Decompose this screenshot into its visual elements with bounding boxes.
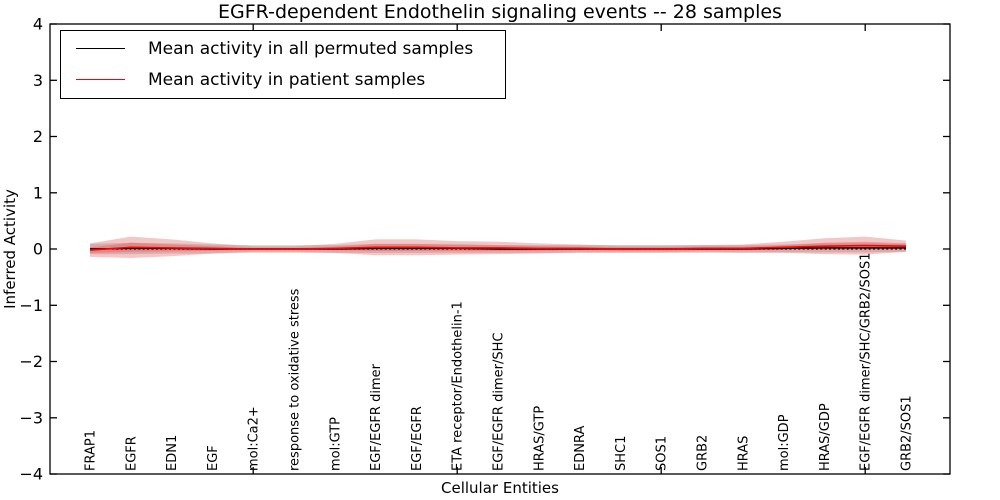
entity-label: HRAS xyxy=(736,436,751,471)
entity-label: EDNRA xyxy=(573,426,588,471)
entity-label: EDN1 xyxy=(165,435,180,471)
y-tick-label: −1 xyxy=(19,296,43,315)
y-axis-label: Inferred Activity xyxy=(1,189,19,309)
chart-title: EGFR-dependent Endothelin signaling even… xyxy=(218,1,782,23)
legend-entry-permuted: Mean activity in all permuted samples xyxy=(61,33,505,64)
legend-entry-patient: Mean activity in patient samples xyxy=(61,64,505,95)
entity-label: EGF/EGFR dimer/SHC/GRB2/SOS1 xyxy=(859,253,874,472)
entity-label: EGF xyxy=(206,445,221,471)
entity-label: HRAS/GDP xyxy=(818,403,833,471)
y-tick-label: 3 xyxy=(33,71,43,90)
y-tick-label: 0 xyxy=(33,240,43,259)
series-line-1 xyxy=(89,244,907,251)
legend: Mean activity in all permuted samples Me… xyxy=(60,30,506,99)
entity-label: response to oxidative stress xyxy=(288,288,303,471)
y-tick-label: −2 xyxy=(19,352,43,371)
entity-label: SHC1 xyxy=(614,436,629,471)
entity-label: mol:Ca2+ xyxy=(247,406,262,471)
y-tick-label: −4 xyxy=(19,465,43,484)
patient-line-swatch xyxy=(76,79,125,80)
y-tick-label: −3 xyxy=(19,408,43,427)
entity-label: ETA receptor/Endothelin-1 xyxy=(451,301,466,471)
entity-label: GRB2/SOS1 xyxy=(900,395,915,471)
x-axis-label: Cellular Entities xyxy=(441,479,559,497)
entity-label: EGF/EGFR xyxy=(410,406,425,471)
entity-label: HRAS/GTP xyxy=(532,406,547,471)
entity-label: mol:GDP xyxy=(777,414,792,471)
entity-label: EGFR xyxy=(124,436,139,471)
entity-label: EGF/EGFR dimer/SHC xyxy=(492,333,507,471)
y-tick-label: 1 xyxy=(33,183,43,202)
legend-label-patient: Mean activity in patient samples xyxy=(148,69,426,90)
legend-label-permuted: Mean activity in all permuted samples xyxy=(148,38,474,59)
permuted-line-swatch xyxy=(76,48,125,49)
entity-label: FRAP1 xyxy=(84,430,99,471)
entity-label: mol:GTP xyxy=(328,417,343,471)
entity-label: EGF/EGFR dimer xyxy=(369,363,384,471)
entity-label: SOS1 xyxy=(655,436,670,471)
entity-label: GRB2 xyxy=(696,435,711,471)
y-tick-label: 2 xyxy=(33,127,43,146)
y-tick-label: 4 xyxy=(33,15,43,34)
